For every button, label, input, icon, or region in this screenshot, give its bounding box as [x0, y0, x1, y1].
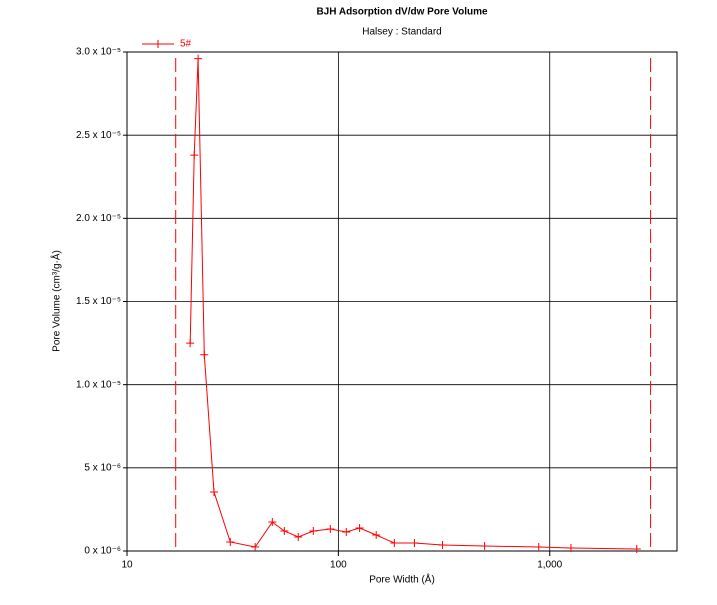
- data-point: [480, 542, 489, 551]
- x-tick-label: 100: [330, 560, 347, 571]
- data-point: [410, 539, 419, 548]
- data-point: [390, 539, 399, 548]
- data-point: [566, 544, 575, 553]
- data-point: [632, 545, 641, 554]
- data-point: [268, 518, 277, 527]
- legend-label: 5#: [180, 39, 192, 50]
- y-tick-label: 0 x 10⁻⁶: [84, 546, 121, 557]
- data-point: [194, 54, 203, 63]
- data-point: [226, 538, 235, 547]
- chart-subtitle: Halsey : Standard: [362, 27, 442, 38]
- data-point: [309, 527, 318, 536]
- y-tick-label: 2.5 x 10⁻⁵: [76, 130, 121, 141]
- data-point: [200, 350, 209, 359]
- legend-marker: [154, 40, 162, 48]
- data-point: [438, 541, 447, 550]
- data-point: [326, 525, 335, 534]
- data-point: [534, 543, 543, 552]
- data-point: [190, 151, 199, 160]
- y-tick-label: 5 x 10⁻⁶: [84, 462, 121, 473]
- chart-title: BJH Adsorption dV/dw Pore Volume: [316, 7, 488, 18]
- x-tick-label: 10: [121, 560, 133, 571]
- y-tick-label: 2.0 x 10⁻⁵: [76, 213, 121, 224]
- data-point: [355, 524, 364, 533]
- data-point: [186, 339, 195, 348]
- x-tick-label: 1,000: [537, 560, 562, 571]
- data-line: [189, 58, 637, 550]
- data-point: [210, 487, 219, 496]
- data-point: [372, 531, 381, 540]
- y-tick-label: 3.0 x 10⁻⁵: [76, 47, 121, 58]
- data-point: [280, 527, 289, 536]
- y-axis-label: Pore Volume (cm³/g·Å): [50, 250, 63, 352]
- data-point: [342, 528, 351, 537]
- data-point: [251, 543, 260, 552]
- x-axis-label: Pore Width (Å): [369, 573, 435, 586]
- data-point: [294, 533, 303, 542]
- y-tick-label: 1.5 x 10⁻⁵: [76, 296, 121, 307]
- y-tick-label: 1.0 x 10⁻⁵: [76, 379, 121, 390]
